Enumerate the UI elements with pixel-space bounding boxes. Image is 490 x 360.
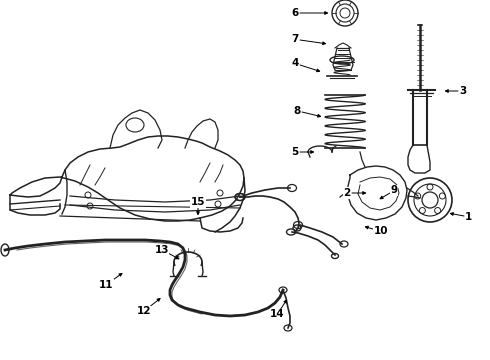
- Text: 4: 4: [292, 58, 299, 68]
- Text: 3: 3: [459, 86, 466, 96]
- Text: 6: 6: [292, 8, 298, 18]
- Text: 1: 1: [466, 212, 472, 222]
- Text: 12: 12: [137, 306, 151, 316]
- Text: 5: 5: [292, 147, 298, 157]
- Text: 15: 15: [191, 197, 205, 207]
- Text: 11: 11: [98, 280, 113, 290]
- Text: 9: 9: [391, 185, 398, 195]
- Text: 14: 14: [270, 309, 285, 319]
- Text: 2: 2: [343, 188, 351, 198]
- Text: 8: 8: [294, 106, 301, 116]
- Text: 10: 10: [373, 226, 388, 237]
- Text: 13: 13: [154, 245, 169, 255]
- Text: 7: 7: [292, 34, 299, 44]
